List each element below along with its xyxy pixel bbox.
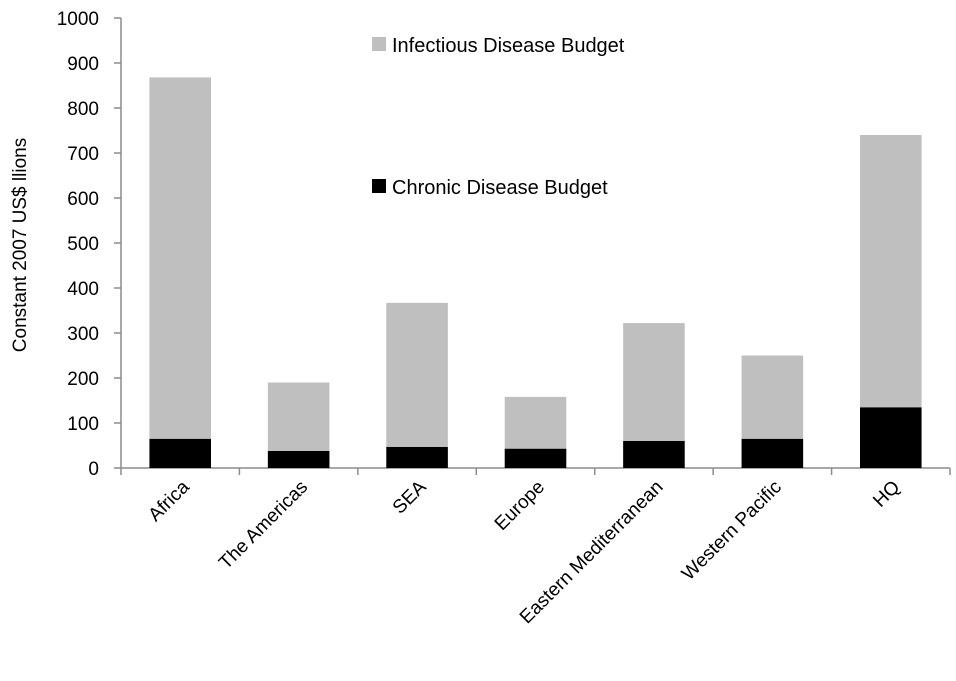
legend-label-chronic: Chronic Disease Budget	[392, 177, 608, 199]
legend: Infectious Disease Budget Chronic Diseas…	[372, 35, 625, 199]
bar-infectious-sea	[386, 302, 448, 447]
bar-chronic-the-americas	[267, 450, 330, 468]
bar-chronic-sea	[386, 446, 448, 468]
bar-chronic-eastern-mediterranean	[623, 441, 685, 468]
y-tick-label: 500	[67, 234, 99, 255]
bar-infectious-europe	[504, 396, 567, 449]
legend-label-infectious: Infectious Disease Budget	[392, 35, 625, 57]
y-tick-label: 600	[67, 189, 99, 210]
bar-infectious-africa	[149, 77, 212, 439]
x-tick-label: Europe	[491, 477, 549, 535]
bar-infectious-hq	[859, 135, 922, 408]
bar-infectious-the-americas	[267, 382, 330, 451]
x-tick-label: SEA	[389, 476, 431, 518]
y-tick-label: 200	[67, 369, 99, 390]
legend-swatch-infectious	[372, 37, 386, 51]
y-tick-label: 100	[67, 414, 99, 435]
y-ticks: 0 100 200 300 400 500 600 700 800 900 1000	[57, 9, 121, 480]
bar-infectious-eastern-mediterranean	[623, 323, 685, 441]
x-tick-label: HQ	[869, 477, 904, 512]
legend-item-infectious: Infectious Disease Budget	[372, 35, 625, 57]
bar-chronic-europe	[504, 448, 567, 468]
y-tick-label: 400	[67, 279, 99, 300]
y-tick-label: 700	[67, 144, 99, 165]
bar-chronic-hq	[859, 407, 922, 468]
legend-swatch-chronic	[372, 179, 386, 193]
bars	[149, 77, 922, 468]
bar-chronic-western-pacific	[741, 438, 804, 468]
y-tick-label: 1000	[57, 9, 99, 30]
y-axis-title: Constant 2007 US$ llions	[10, 138, 31, 352]
x-tick-label: The Americas	[215, 477, 312, 574]
bar-infectious-western-pacific	[741, 355, 804, 439]
x-tick-label: Western Pacific	[678, 477, 786, 585]
y-tick-label: 800	[67, 99, 99, 120]
y-tick-label: 0	[88, 459, 99, 480]
y-tick-label: 900	[67, 54, 99, 75]
legend-item-chronic: Chronic Disease Budget	[372, 177, 608, 199]
y-tick-label: 300	[67, 324, 99, 345]
bar-chronic-africa	[149, 438, 212, 468]
x-tick-label: Africa	[145, 476, 194, 525]
x-ticks	[120, 468, 951, 475]
